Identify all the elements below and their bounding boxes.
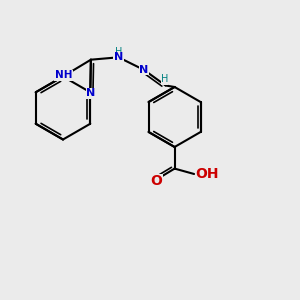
Text: N: N	[86, 88, 95, 98]
Text: OH: OH	[196, 167, 219, 181]
Text: N: N	[114, 52, 123, 62]
Text: N: N	[140, 65, 148, 75]
Text: NH: NH	[55, 70, 72, 80]
Text: H: H	[161, 74, 168, 85]
Text: H: H	[115, 47, 122, 57]
Text: O: O	[150, 175, 162, 188]
